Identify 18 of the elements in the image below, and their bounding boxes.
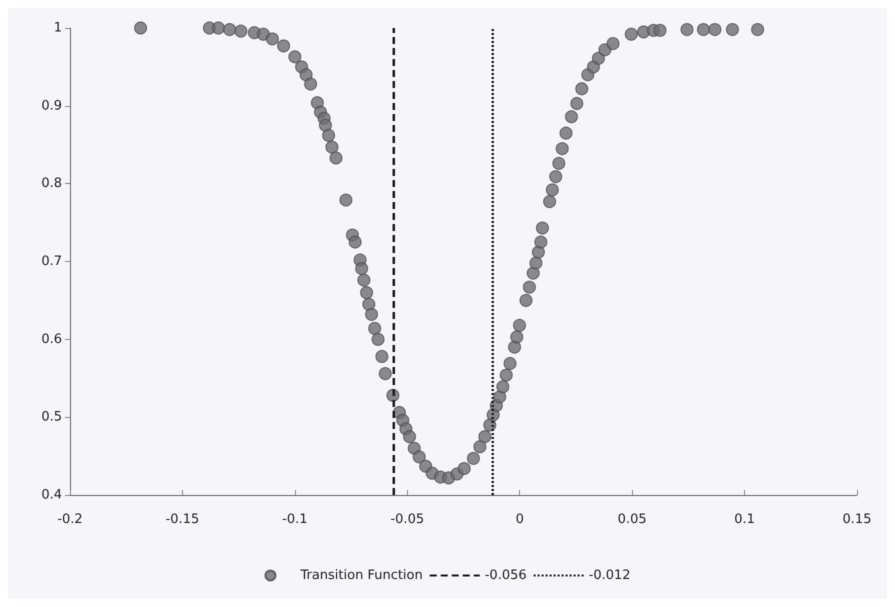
- x-tick-label: 0.1: [734, 512, 755, 527]
- x-tick-label: 0.05: [618, 512, 647, 527]
- y-tick-label: 0.7: [41, 254, 62, 269]
- y-tick-label: 0.5: [41, 410, 62, 425]
- x-tick-label: -0.2: [57, 512, 83, 527]
- legend-label: Transition Function: [299, 568, 423, 583]
- y-tick-label: 0.6: [41, 332, 62, 347]
- x-tick-label: -0.15: [166, 512, 200, 527]
- x-tick-label: 0.15: [842, 512, 872, 527]
- legend-label: -0.056: [484, 568, 527, 583]
- x-tick-label: 0: [516, 512, 524, 527]
- x-tick-label: -0.1: [282, 512, 308, 527]
- x-tick-label: -0.05: [390, 512, 424, 527]
- legend-label: -0.012: [588, 568, 631, 583]
- y-tick-label: 0.9: [41, 98, 62, 114]
- y-tick-label: 1: [54, 20, 62, 36]
- y-tick-label: 0.8: [41, 176, 62, 192]
- y-tick-label: 0.4: [41, 488, 62, 502]
